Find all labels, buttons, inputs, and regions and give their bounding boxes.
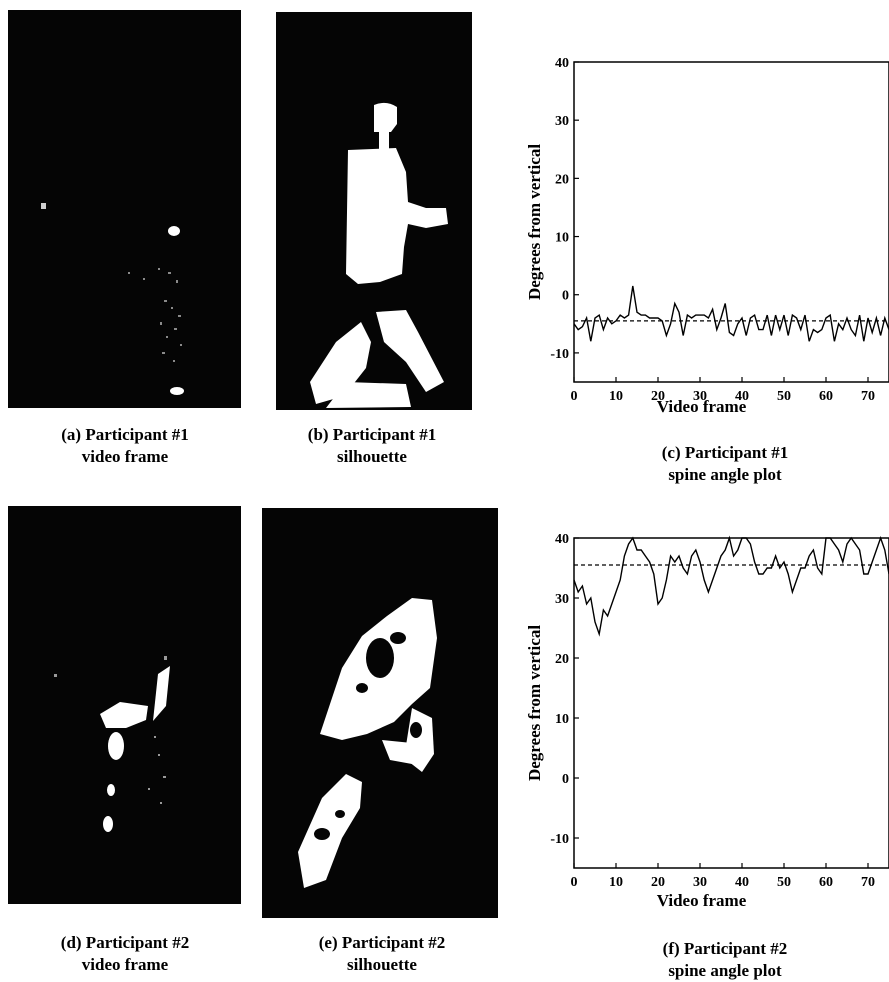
x-tick-label: 20: [651, 875, 665, 890]
participant2-video-frame: [8, 506, 241, 904]
x-tick-label: 10: [609, 389, 623, 404]
x-tick-label: 70: [861, 875, 875, 890]
y-tick-label: 30: [555, 592, 569, 607]
y-tick-label: 40: [555, 532, 569, 547]
y-axis-label: Degrees from vertical: [525, 144, 544, 300]
x-axis-label: Video frame: [657, 891, 747, 910]
y-tick-label: 30: [555, 114, 569, 129]
y-tick-label: 0: [562, 289, 569, 304]
x-tick-label: 50: [777, 389, 791, 404]
x-tick-label: 20: [651, 389, 665, 404]
y-tick-label: -10: [550, 832, 569, 847]
caption-f: (f) Participant #2 spine angle plot: [662, 939, 788, 980]
plot-frame: [573, 61, 889, 383]
x-tick-label: 10: [609, 875, 623, 890]
y-axis-label: Degrees from vertical: [525, 625, 544, 781]
y-tick-label: -10: [550, 347, 569, 362]
x-tick-label: 0: [571, 875, 578, 890]
spine-angle-series-line: [573, 535, 889, 637]
y-tick-label: 0: [562, 772, 569, 787]
y-tick-label: 10: [555, 231, 569, 246]
participant1-silhouette: [276, 12, 472, 410]
x-tick-label: 30: [693, 389, 707, 404]
x-tick-label: 0: [571, 389, 578, 404]
y-tick-label: 10: [555, 712, 569, 727]
chart-participant2-spine-angle: 0 10 20 30 40 50 60 70 -10 0 10 20 30 40 Video frame De…: [524, 526, 889, 916]
x-tick-label: 40: [735, 875, 749, 890]
caption-c: (c) Participant #1 spine angle plot: [661, 443, 789, 484]
participant1-video-frame: [8, 10, 241, 408]
x-axis-label: Video frame: [657, 397, 747, 416]
y-tick-label: 20: [555, 652, 569, 667]
x-tick-label: 60: [819, 875, 833, 890]
caption-d: (d) Participant #2 video frame: [60, 933, 190, 974]
x-tick-label: 60: [819, 389, 833, 404]
x-tick-label: 30: [693, 875, 707, 890]
x-tick-label: 70: [861, 389, 875, 404]
caption-b: (b) Participant #1 silhouette: [307, 425, 437, 466]
spine-angle-series-line: [573, 285, 889, 342]
y-tick-label: 40: [555, 56, 569, 71]
x-tick-label: 40: [735, 389, 749, 404]
chart-participant1-spine-angle: 0 10 20 30 40 50 60 70 -10 0 10 20 30 40 Video frame De…: [524, 48, 889, 418]
x-tick-label: 50: [777, 875, 791, 890]
y-tick-label: 20: [555, 172, 569, 187]
plot-frame: [573, 537, 889, 869]
caption-e: (e) Participant #2 silhouette: [318, 933, 446, 974]
caption-a: (a) Participant #1 video frame: [61, 425, 189, 466]
participant2-silhouette: [262, 508, 498, 918]
